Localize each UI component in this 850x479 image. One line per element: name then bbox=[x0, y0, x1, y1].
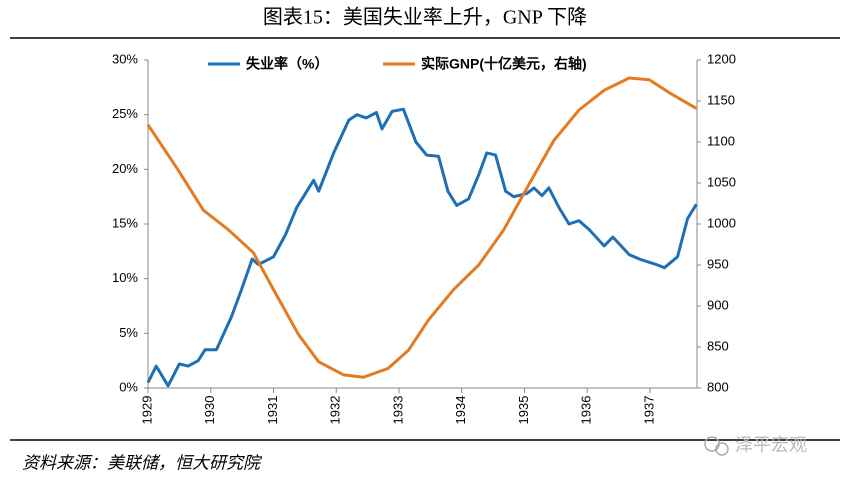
x-tick-label: 1935 bbox=[516, 396, 531, 425]
y-tick-label: 5% bbox=[119, 325, 138, 340]
x-tick-label: 1936 bbox=[579, 396, 594, 425]
y2-tick-label: 1000 bbox=[707, 215, 736, 230]
y2-tick-label: 900 bbox=[707, 297, 729, 312]
x-tick-label: 1932 bbox=[328, 396, 343, 425]
x-tick-label: 1934 bbox=[453, 396, 468, 425]
x-tick-label: 1931 bbox=[265, 396, 280, 425]
y-tick-label: 0% bbox=[119, 379, 138, 394]
x-tick-label: 1933 bbox=[390, 396, 405, 425]
y-tick-label: 15% bbox=[112, 215, 138, 230]
logo-icon bbox=[715, 442, 729, 456]
y2-tick-label: 950 bbox=[707, 256, 729, 271]
source-note: 资料来源：美联储，恒大研究院 bbox=[22, 453, 263, 472]
series-line bbox=[146, 107, 698, 388]
y2-tick-label: 800 bbox=[707, 379, 729, 394]
y2-tick-label: 1100 bbox=[707, 133, 735, 148]
y-tick-label: 20% bbox=[112, 161, 138, 176]
x-tick-label: 1937 bbox=[641, 396, 656, 425]
y-tick-label: 30% bbox=[112, 51, 138, 66]
y-tick-label: 25% bbox=[112, 106, 138, 121]
y2-tick-label: 1200 bbox=[707, 51, 736, 66]
y2-tick-label: 1150 bbox=[707, 92, 735, 107]
logo-icon bbox=[704, 436, 720, 452]
watermark: 泽平宏观 bbox=[735, 435, 807, 455]
chart-title: 图表15：美国失业率上升，GNP 下降 bbox=[263, 6, 587, 29]
y2-tick-label: 1050 bbox=[707, 174, 736, 189]
x-tick-label: 1930 bbox=[202, 396, 217, 425]
y2-tick-label: 850 bbox=[707, 338, 729, 353]
series-line bbox=[146, 76, 698, 379]
legend-label: 实际GNP(十亿美元，右轴) bbox=[421, 56, 587, 72]
legend-label: 失业率（%） bbox=[246, 56, 328, 72]
x-tick-label: 1929 bbox=[139, 396, 154, 425]
y-tick-label: 10% bbox=[112, 270, 138, 285]
